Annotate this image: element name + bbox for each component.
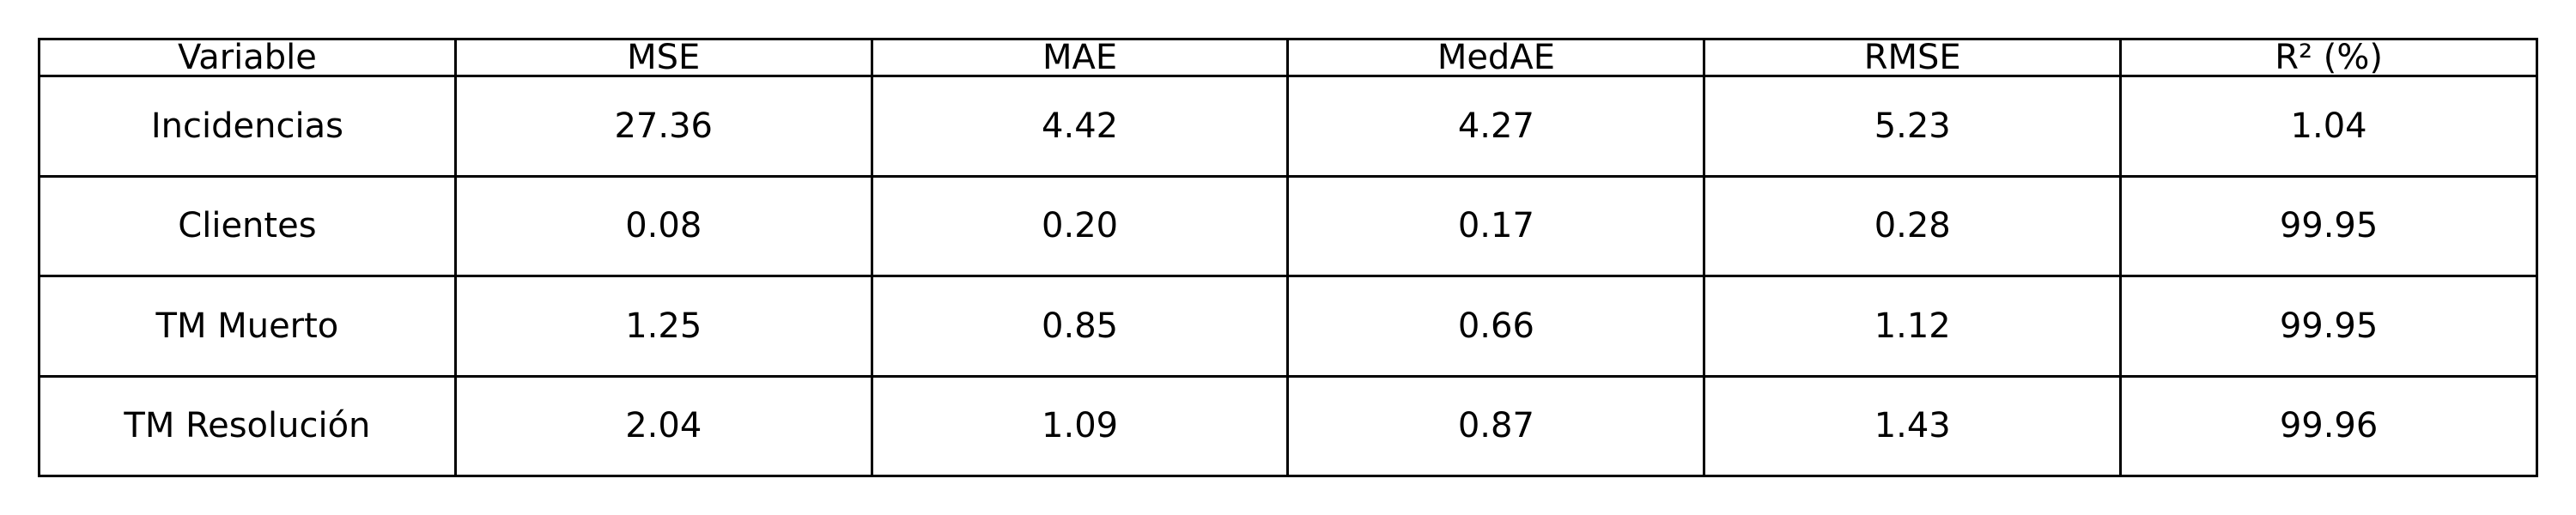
table-cell-mse: 1.25 [453,275,873,378]
table-row: TM Muerto 1.25 0.85 0.66 1.12 99.95 [38,275,2538,378]
table-cell-r2: 99.96 [2119,374,2538,477]
header-cell-variable: Variable [38,38,457,77]
table-cell-medae: 0.87 [1286,374,1706,477]
table-cell-variable: Incidencias [38,75,457,178]
table-cell-rmse: 1.43 [1703,374,2123,477]
table-cell-rmse: 0.28 [1703,174,2123,277]
table-cell-mae: 4.42 [870,75,1290,178]
table-cell-r2: 1.04 [2119,75,2538,178]
table-cell-mse: 0.08 [453,174,873,277]
table-cell-mae: 1.09 [870,374,1290,477]
header-cell-rmse: RMSE [1703,38,2123,77]
table-cell-rmse: 5.23 [1703,75,2123,178]
metrics-table: Variable MSE MAE MedAE RMSE R² (%) Incid… [38,38,2538,477]
table-cell-variable: Clientes [38,174,457,277]
table-cell-mse: 27.36 [453,75,873,178]
table-cell-medae: 4.27 [1286,75,1706,178]
header-cell-r2: R² (%) [2119,38,2538,77]
header-cell-mse: MSE [453,38,873,77]
table-header-row: Variable MSE MAE MedAE RMSE R² (%) [38,38,2538,77]
metrics-table-container: Variable MSE MAE MedAE RMSE R² (%) Incid… [38,38,2538,477]
table-cell-variable: TM Resolución [38,374,457,477]
table-cell-r2: 99.95 [2119,275,2538,378]
table-cell-medae: 0.66 [1286,275,1706,378]
table-cell-mse: 2.04 [453,374,873,477]
table-cell-mae: 0.20 [870,174,1290,277]
header-cell-medae: MedAE [1286,38,1706,77]
table-cell-mae: 0.85 [870,275,1290,378]
table-row: Clientes 0.08 0.20 0.17 0.28 99.95 [38,174,2538,277]
table-row: TM Resolución 2.04 1.09 0.87 1.43 99.96 [38,374,2538,477]
header-cell-mae: MAE [870,38,1290,77]
table-cell-medae: 0.17 [1286,174,1706,277]
table-row: Incidencias 27.36 4.42 4.27 5.23 1.04 [38,75,2538,178]
table-cell-r2: 99.95 [2119,174,2538,277]
table-cell-rmse: 1.12 [1703,275,2123,378]
table-cell-variable: TM Muerto [38,275,457,378]
